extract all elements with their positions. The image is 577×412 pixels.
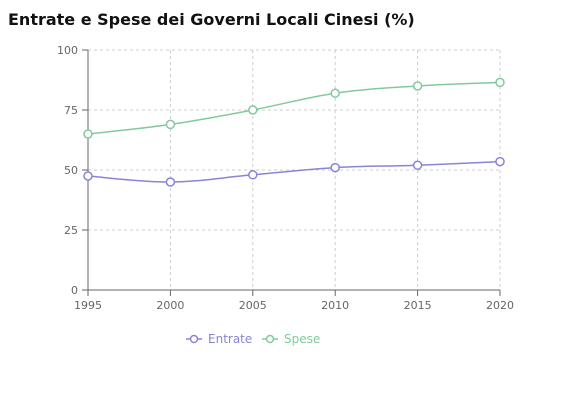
series-layer — [83, 77, 505, 187]
x-tick-label: 1995 — [74, 299, 102, 312]
data-point-spese — [83, 129, 93, 139]
x-tick-label: 2005 — [239, 299, 267, 312]
y-tick-label: 75 — [64, 104, 78, 117]
axes: 0 25 50 75 100 1995 2000 2005 2010 2015 2020 — [57, 44, 514, 312]
series-line-entrate — [87, 160, 501, 183]
legend-marker-icon — [189, 334, 199, 344]
data-point-spese — [165, 119, 176, 130]
y-tick-label: 100 — [57, 44, 78, 57]
legend: Entrate Spese — [186, 332, 320, 346]
data-point-spese — [412, 81, 423, 91]
x-tick-label: 2020 — [486, 299, 514, 312]
x-tick-label: 2010 — [321, 299, 349, 312]
y-tick-label: 50 — [64, 164, 78, 177]
legend-label: Entrate — [208, 332, 252, 346]
y-tick-label: 25 — [64, 224, 78, 237]
data-point-entrate — [248, 170, 258, 180]
data-point-spese — [248, 105, 258, 115]
x-tick-label: 2000 — [156, 299, 184, 312]
legend-item-entrate: Entrate — [186, 332, 252, 346]
legend-label: Spese — [284, 332, 320, 346]
series-line-spese — [87, 81, 501, 135]
data-point-entrate — [83, 171, 93, 181]
data-point-entrate — [495, 156, 505, 167]
data-point-entrate — [165, 177, 176, 187]
data-point-entrate — [330, 162, 340, 173]
grid — [87, 49, 501, 291]
data-point-entrate — [412, 160, 423, 170]
x-tick-label: 2015 — [404, 299, 432, 312]
legend-item-spese: Spese — [262, 332, 320, 346]
chart-title: Entrate e Spese dei Governi Locali Cines… — [8, 10, 415, 29]
legend-marker-icon — [265, 334, 275, 344]
data-point-spese — [495, 77, 505, 88]
y-tick-label: 0 — [71, 284, 78, 297]
data-point-spese — [330, 88, 340, 98]
